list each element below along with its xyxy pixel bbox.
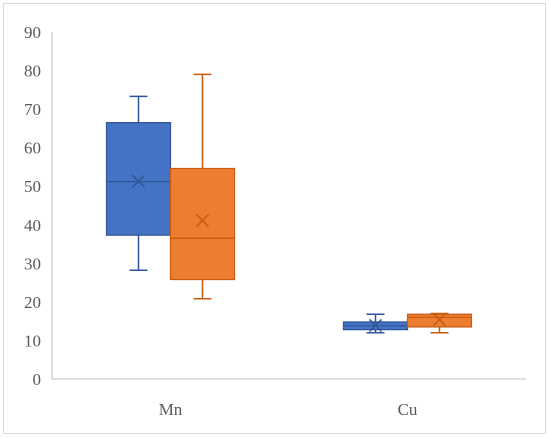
category-label: Cu (398, 400, 418, 419)
box-cu-series-2 (406, 312, 473, 334)
y-tick-label: 70 (24, 100, 41, 119)
y-tick-label: 60 (24, 139, 41, 158)
chart-frame (3, 3, 546, 434)
y-tick-label: 20 (24, 293, 41, 312)
mean-marker (368, 318, 383, 332)
mean-marker (432, 313, 447, 327)
box-mn-series-2 (169, 73, 236, 300)
category-label: Mn (159, 400, 183, 419)
y-tick-label: 40 (24, 216, 41, 235)
y-tick-label: 50 (24, 177, 41, 196)
box-cu-series-1 (342, 313, 409, 334)
y-tick-label: 80 (24, 62, 41, 81)
iqr-box (169, 167, 236, 281)
y-tick-label: 10 (24, 331, 41, 350)
y-tick-label: 30 (24, 254, 41, 273)
axis-layer: 0 10 20 30 40 50 60 70 80 90 Mn Cu (24, 23, 526, 419)
mean-marker (131, 174, 146, 188)
y-tick-label: 0 (33, 370, 42, 389)
box-layer (105, 73, 473, 334)
y-tick-label: 90 (24, 23, 41, 42)
box-mn-series-1 (105, 95, 172, 272)
iqr-box (105, 122, 172, 236)
mean-marker (195, 214, 210, 228)
